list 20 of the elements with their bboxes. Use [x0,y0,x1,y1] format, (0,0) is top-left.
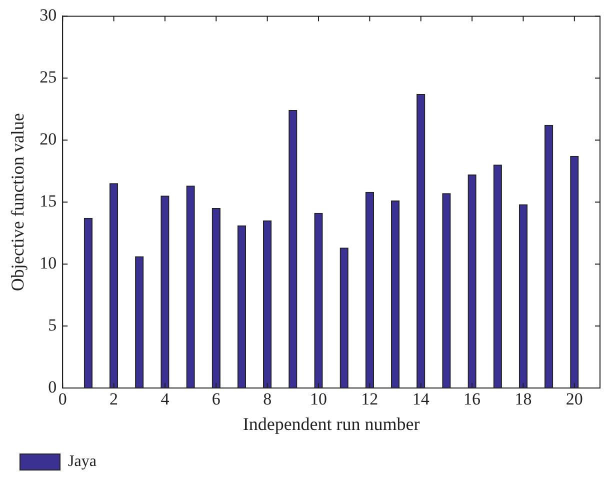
x-tick-label: 12 [361,390,378,409]
x-tick-label: 4 [160,390,170,409]
legend-label: Jaya [68,453,96,470]
x-tick-label: 14 [412,390,430,409]
x-tick-label: 8 [263,390,272,409]
y-tick-label: 15 [40,192,57,211]
x-axis-title: Independent run number [242,414,420,434]
x-tick-label: 18 [514,390,532,409]
y-tick-label: 0 [48,377,57,396]
x-tick-label: 16 [464,390,481,409]
x-tick-label: 2 [110,390,118,409]
y-tick-label: 30 [40,6,57,25]
x-tick-label: 20 [566,390,583,409]
y-tick-label: 25 [40,68,57,87]
y-tick-label: 5 [48,316,57,334]
y-tick-label: 10 [40,254,57,273]
x-tick-label: 10 [310,390,328,409]
y-tick-label: 20 [40,130,57,149]
x-tick-label: 6 [212,390,220,409]
y-axis-title: Objective function value [8,113,28,292]
